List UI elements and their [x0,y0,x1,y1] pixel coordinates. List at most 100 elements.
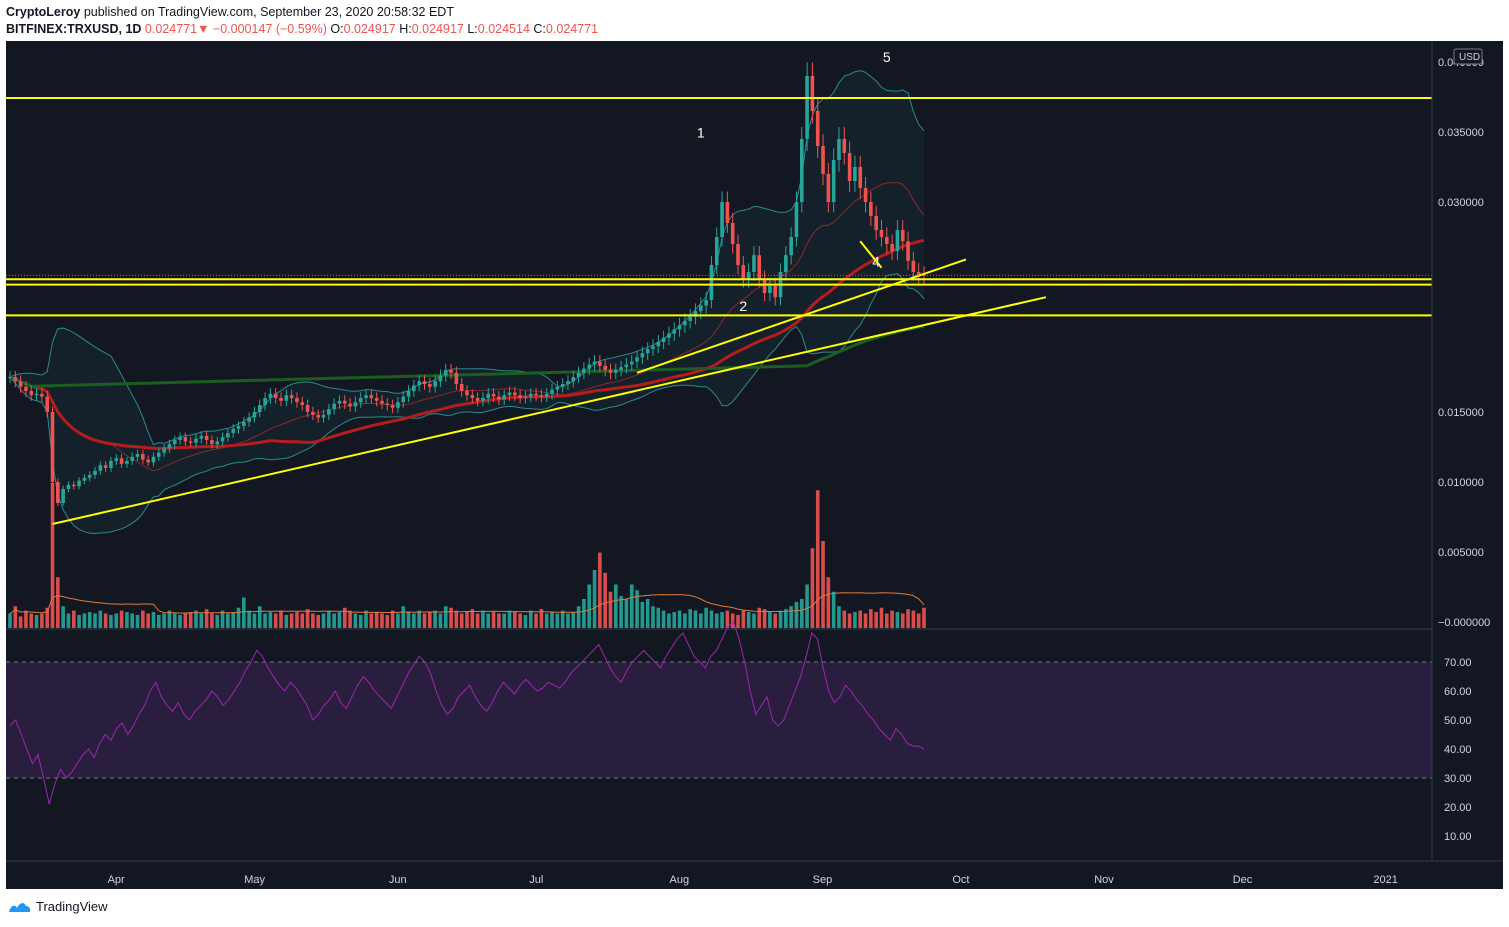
time-tick-label: Nov [1094,874,1114,886]
volume-bar [571,612,576,628]
volume-bar [98,610,103,628]
volume-bar [608,591,613,628]
volume-bar [677,610,682,628]
time-tick-label: Oct [952,874,969,886]
candle-body [125,461,129,464]
candle-body [204,435,209,440]
volume-bar [539,609,544,628]
candle-body [220,437,225,442]
tradingview-brand[interactable]: TradingView [8,899,108,914]
volume-bar [709,610,714,628]
candle-body [645,349,650,354]
publish-info: CryptoLeroy published on TradingView.com… [6,5,454,19]
volume-bar [353,613,358,628]
candle-body [358,398,363,403]
volume-bar [752,613,756,628]
volume-bar [842,610,847,628]
tradingview-logo-icon [9,902,31,912]
price-axis[interactable]: 0.0400000.0350000.0300000.0150000.010000… [1431,41,1503,889]
candle-body [661,337,666,342]
candle-body [709,265,714,300]
volume-bar [661,610,666,628]
volume-bar [406,612,411,628]
volume-bar [311,613,315,628]
volume-bar [826,577,831,628]
volume-bar [805,584,809,628]
candle-body [8,377,12,378]
price-tick-label: 0.030000 [1438,197,1484,209]
candle-body [29,391,34,396]
rsi-tick-label: 20.00 [1444,802,1472,814]
volume-bar [725,610,730,628]
rsi-pane [6,620,1503,805]
volume-bar [199,613,204,628]
volume-bar [316,614,321,628]
time-tick-label: Aug [670,874,690,886]
candle-body [428,384,432,387]
time-tick-label: Jun [389,874,407,886]
volume-bar [210,613,214,628]
candle-body [231,428,235,433]
volume-bar [869,609,873,628]
volume-bar [879,607,884,628]
candle-body [194,438,198,443]
candle-body [465,391,469,396]
volume-bar [481,610,485,628]
volume-bar [922,607,926,628]
volume-bar [220,610,225,628]
volume-bar [289,613,294,628]
candle-body [475,398,480,401]
volume-bar [916,613,921,628]
candle-body [252,412,257,418]
candle-body [135,454,140,457]
candle-body [613,370,618,373]
candle-body [449,370,453,373]
volume-bar [762,609,767,628]
candle-body [837,139,841,160]
volume-bar [789,606,793,628]
candle-body [890,244,894,251]
volume-bar [87,612,92,628]
volume-bar [853,612,857,628]
price-change: −0.000147 (−0.59%) [212,22,327,36]
wave-label: 2 [739,298,747,314]
volume-bar [194,610,198,628]
volume-bar [831,591,836,628]
volume-bar [613,584,618,628]
volume-bar [204,609,209,628]
ohlc-legend: BITFINEX:TRXUSD, 1D 0.024771▼ −0.000147 … [6,22,598,36]
candle-body [401,396,406,403]
wave-labels: 1 2 4 5 [697,49,891,314]
candle-body [486,393,491,398]
volume-bar [231,612,235,628]
volume-bar [885,613,889,628]
volume-bar [109,614,113,628]
volume-bar [156,614,161,628]
candle-body [699,305,703,312]
candle-body [762,279,767,293]
candle-body [683,321,687,326]
volume-bar [773,613,778,628]
candle-body [757,255,762,279]
author-name[interactable]: CryptoLeroy [6,5,81,19]
candle-body [242,421,246,426]
volume-bar [704,607,708,628]
candle-body [284,395,289,401]
candle-body [45,396,49,412]
down-arrow-icon: ▼ [197,22,210,36]
volume-bar [454,610,459,628]
volume-bar [50,483,55,628]
volume-bar [29,613,34,628]
price-candles [8,62,926,506]
candle-body [746,272,751,279]
chart-area[interactable]: 0.0374260.0244780.0241020.0219050.024771… [6,41,1504,889]
candle-body [56,482,60,503]
volume-bar [279,610,283,628]
time-axis[interactable]: Apr May Jun Jul Aug Sep Oct Nov Dec 2021 [6,860,1503,886]
volume-bar [799,599,804,628]
chart-canvas[interactable]: 0.0374260.0244780.0241020.0219050.024771… [6,41,1504,889]
volume-ma-line [9,592,925,614]
candle-body [247,417,251,422]
volume-bar [449,607,453,628]
rsi-line [9,620,925,805]
